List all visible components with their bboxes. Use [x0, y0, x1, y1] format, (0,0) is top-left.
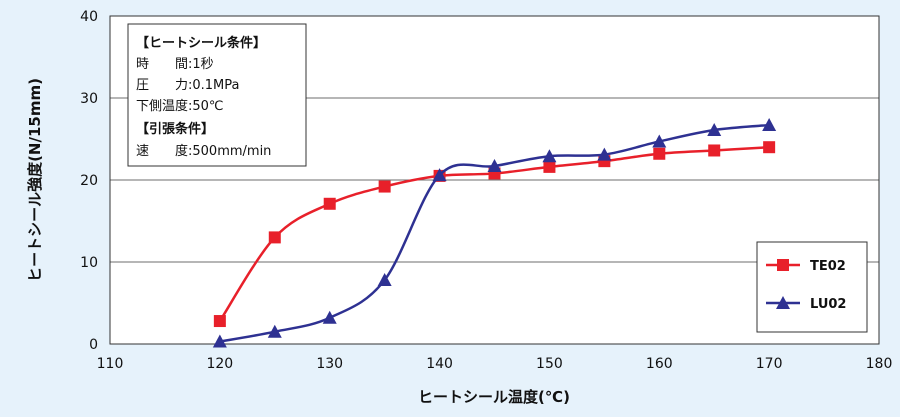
x-tick-label: 170	[756, 356, 783, 372]
data-point-te02	[213, 315, 226, 328]
data-point-lu02	[377, 273, 392, 287]
plot-border	[109, 15, 880, 345]
data-point-te02	[763, 141, 776, 154]
data-point-lu02	[267, 324, 282, 338]
x-tick-label: 110	[97, 356, 124, 372]
legend-lu02-label: LU02	[810, 297, 846, 312]
y-tick-label: 30	[80, 91, 98, 107]
conditions-line-1: 【ヒートシール条件】	[136, 35, 266, 51]
y-tick-label: 40	[80, 9, 98, 25]
conditions-line-2: 時 間:1秒	[136, 57, 214, 72]
y-axis-ticks: 0 10 20 30 40	[80, 9, 98, 353]
y-tick-label: 20	[80, 173, 98, 189]
legend-frame	[756, 241, 868, 333]
data-point-lu02	[322, 310, 337, 324]
x-tick-label: 150	[536, 356, 563, 372]
data-point-te02	[323, 197, 336, 210]
legend-te02-label: TE02	[810, 259, 846, 274]
x-tick-label: 180	[866, 356, 893, 372]
data-point-te02	[708, 144, 721, 157]
data-point-lu02	[542, 149, 557, 163]
x-tick-label: 130	[316, 356, 343, 372]
conditions-line-6: 速 度:500mm/min	[136, 143, 271, 159]
legend-lu02-marker	[776, 296, 790, 309]
data-point-te02	[543, 160, 556, 173]
data-point-lu02	[212, 334, 227, 348]
y-tick-label: 10	[80, 255, 98, 271]
series-layer	[212, 118, 777, 348]
x-tick-label: 160	[646, 356, 673, 372]
x-tick-label: 140	[426, 356, 453, 372]
conditions-line-4: 下側温度:50℃	[136, 98, 224, 114]
data-point-te02	[378, 180, 391, 193]
data-point-te02	[653, 147, 666, 160]
x-axis-title: ヒートシール温度(℃)	[418, 388, 570, 406]
legend-te02-marker	[777, 259, 789, 271]
data-point-lu02	[707, 122, 722, 136]
legend: TE02 LU02	[756, 241, 868, 333]
x-axis-ticks: 110 120 130 140 150 160 170 180	[97, 356, 893, 372]
data-point-lu02	[652, 134, 667, 148]
y-axis-title: ヒートシール強度(N/15mm)	[26, 78, 44, 282]
data-point-lu02	[487, 159, 502, 173]
conditions-box-frame	[127, 23, 307, 167]
series-line-te02	[218, 145, 770, 322]
conditions-line-5: 【引張条件】	[136, 121, 214, 137]
y-tick-label: 0	[89, 337, 98, 353]
series-line-lu02	[219, 123, 770, 343]
data-point-lu02	[432, 168, 447, 182]
conditions-box: 【ヒートシール条件】 時 間:1秒 圧 力:0.1MPa 下側温度:50℃ 【引…	[127, 23, 307, 167]
conditions-line-3: 圧 力:0.1MPa	[136, 78, 240, 93]
data-point-lu02	[762, 118, 777, 132]
x-tick-label: 120	[206, 356, 233, 372]
data-point-lu02	[597, 147, 612, 161]
data-point-te02	[268, 231, 281, 244]
